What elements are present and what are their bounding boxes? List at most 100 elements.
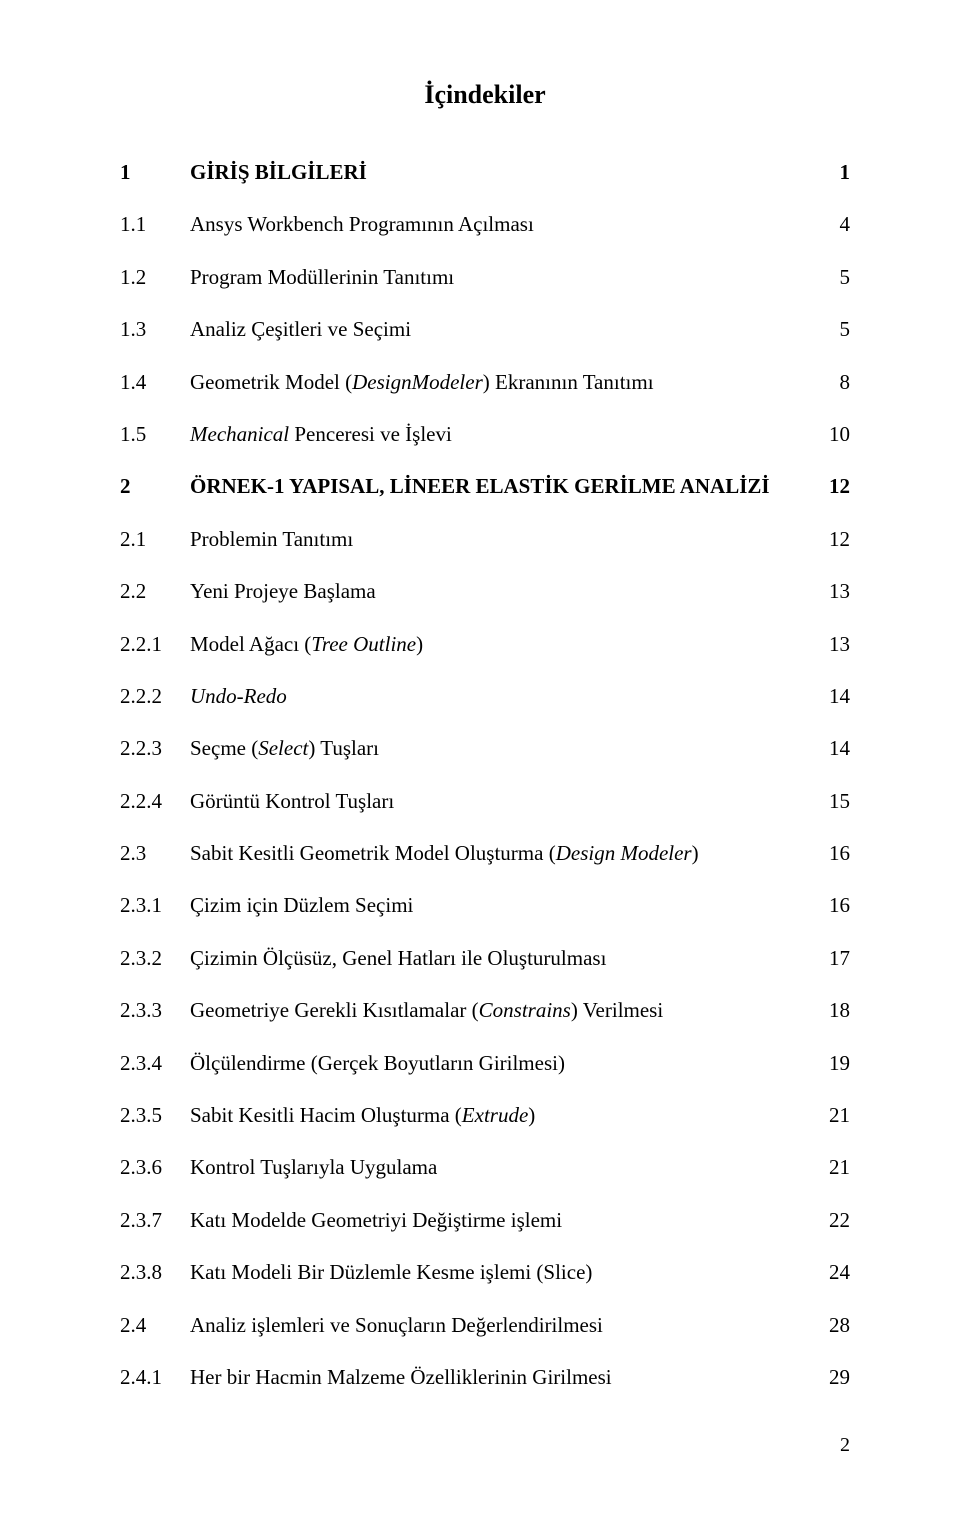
- toc-row: 2.3.1Çizim için Düzlem Seçimi16: [120, 891, 850, 920]
- toc-row: 2.4.1Her bir Hacmin Malzeme Özelliklerin…: [120, 1363, 850, 1392]
- toc-label: Çizim için Düzlem Seçimi: [190, 891, 810, 920]
- toc-page: 16: [810, 891, 850, 920]
- toc-number: 2.2: [120, 577, 190, 606]
- toc-page: 14: [810, 734, 850, 763]
- toc-label-text: Yeni Projeye Başlama: [190, 579, 376, 603]
- toc-label: Her bir Hacmin Malzeme Özelliklerinin Gi…: [190, 1363, 810, 1392]
- toc-label: Kontrol Tuşlarıyla Uygulama: [190, 1153, 810, 1182]
- toc-row: 2.2.3Seçme (Select) Tuşları14: [120, 734, 850, 763]
- toc-page: 24: [810, 1258, 850, 1287]
- toc-row: 2ÖRNEK-1 YAPISAL, LİNEER ELASTİK GERİLME…: [120, 472, 850, 501]
- toc-page: 14: [810, 682, 850, 711]
- toc-row: 1.2Program Modüllerinin Tanıtımı 5: [120, 263, 850, 292]
- toc-row: 2.3.5Sabit Kesitli Hacim Oluşturma (Extr…: [120, 1101, 850, 1130]
- toc-label: Model Ağacı (Tree Outline): [190, 630, 810, 659]
- toc-number: 2.3.7: [120, 1206, 190, 1235]
- toc-label: Yeni Projeye Başlama: [190, 577, 810, 606]
- toc-label-post: ) Tuşları: [308, 736, 379, 760]
- toc-page: 10: [810, 420, 850, 449]
- toc-label: Undo-Redo: [190, 682, 810, 711]
- toc-page: 16: [810, 839, 850, 868]
- toc-page: 1: [810, 158, 850, 187]
- toc-row: 2.3Sabit Kesitli Geometrik Model Oluştur…: [120, 839, 850, 868]
- toc-number: 2.1: [120, 525, 190, 554]
- toc-label-pre: Sabit Kesitli Geometrik Model Oluşturma …: [190, 841, 556, 865]
- toc-page: 12: [810, 525, 850, 554]
- toc-page: 18: [810, 996, 850, 1025]
- toc-label-italic: DesignModeler: [352, 370, 483, 394]
- toc-label-pre: Geometrik Model (: [190, 370, 352, 394]
- toc-page: 17: [810, 944, 850, 973]
- toc-label-italic: Mechanical: [190, 422, 289, 446]
- toc-label-text: Çizimin Ölçüsüz, Genel Hatları ile Oluşt…: [190, 946, 606, 970]
- toc-label-text: Program Modüllerinin Tanıtımı: [190, 265, 454, 289]
- toc-label: Program Modüllerinin Tanıtımı: [190, 263, 810, 292]
- toc-label: ÖRNEK-1 YAPISAL, LİNEER ELASTİK GERİLME …: [190, 472, 810, 501]
- toc-page: 15: [810, 787, 850, 816]
- toc-label-italic: Undo-Redo: [190, 684, 287, 708]
- toc-page: 5: [810, 263, 850, 292]
- toc-number: 2.4: [120, 1311, 190, 1340]
- toc-row: 2.3.8Katı Modeli Bir Düzlemle Kesme işle…: [120, 1258, 850, 1287]
- toc-number: 2.3.3: [120, 996, 190, 1025]
- toc-page: 13: [810, 577, 850, 606]
- toc-label: Geometrik Model (DesignModeler) Ekranını…: [190, 368, 810, 397]
- toc-number: 1: [120, 158, 190, 187]
- toc-label-pre: Sabit Kesitli Hacim Oluşturma (: [190, 1103, 462, 1127]
- toc-label-post: ) Ekranının Tanıtımı: [483, 370, 654, 394]
- toc-number: 2.4.1: [120, 1363, 190, 1392]
- toc-label: Problemin Tanıtımı: [190, 525, 810, 554]
- toc-number: 2.2.4: [120, 787, 190, 816]
- toc-number: 1.5: [120, 420, 190, 449]
- toc-number: 2.2.1: [120, 630, 190, 659]
- toc-page: 21: [810, 1101, 850, 1130]
- toc-label-text: Her bir Hacmin Malzeme Özelliklerinin Gi…: [190, 1365, 612, 1389]
- toc-page: 22: [810, 1206, 850, 1235]
- toc-page: 21: [810, 1153, 850, 1182]
- toc-label-italic: Extrude: [462, 1103, 528, 1127]
- toc-row: 2.3.6Kontrol Tuşlarıyla Uygulama21: [120, 1153, 850, 1182]
- toc-label: Katı Modelde Geometriyi Değiştirme işlem…: [190, 1206, 810, 1235]
- toc-label: Çizimin Ölçüsüz, Genel Hatları ile Oluşt…: [190, 944, 810, 973]
- toc-label-pre: Model Ağacı (: [190, 632, 311, 656]
- toc-label: Görüntü Kontrol Tuşları: [190, 787, 810, 816]
- toc-number: 2.3.6: [120, 1153, 190, 1182]
- toc-row: 2.3.4Ölçülendirme (Gerçek Boyutların Gir…: [120, 1049, 850, 1078]
- toc-page: 28: [810, 1311, 850, 1340]
- toc-page: 5: [810, 315, 850, 344]
- toc-row: 2.2.1Model Ağacı (Tree Outline)13: [120, 630, 850, 659]
- toc-page: 19: [810, 1049, 850, 1078]
- toc-label: Analiz işlemleri ve Sonuçların Değerlend…: [190, 1311, 810, 1340]
- toc-label-text: Ansys Workbench Programının Açılması: [190, 212, 534, 236]
- toc-row: 2.3.3Geometriye Gerekli Kısıtlamalar (Co…: [120, 996, 850, 1025]
- toc-label-italic: Tree Outline: [311, 632, 416, 656]
- toc-label: GİRİŞ BİLGİLERİ: [190, 158, 810, 187]
- toc-label-italic: Constrains: [479, 998, 571, 1022]
- toc-label: Seçme (Select) Tuşları: [190, 734, 810, 763]
- toc-title: İçindekiler: [120, 80, 850, 110]
- toc-page: 13: [810, 630, 850, 659]
- toc-label: Ölçülendirme (Gerçek Boyutların Girilmes…: [190, 1049, 810, 1078]
- toc-number: 1.4: [120, 368, 190, 397]
- toc-label-text: Çizim için Düzlem Seçimi: [190, 893, 413, 917]
- toc-page: 29: [810, 1363, 850, 1392]
- toc-label: Katı Modeli Bir Düzlemle Kesme işlemi (S…: [190, 1258, 810, 1287]
- toc-row: 1GİRİŞ BİLGİLERİ1: [120, 158, 850, 187]
- toc-number: 2.2.3: [120, 734, 190, 763]
- toc-label-text: Katı Modelde Geometriyi Değiştirme işlem…: [190, 1208, 562, 1232]
- toc-row: 2.2Yeni Projeye Başlama 13: [120, 577, 850, 606]
- toc-page: 12: [810, 472, 850, 501]
- toc-page: 8: [810, 368, 850, 397]
- toc-label-post: ): [528, 1103, 535, 1127]
- toc-number: 1.3: [120, 315, 190, 344]
- toc-label-text: GİRİŞ BİLGİLERİ: [190, 160, 367, 184]
- toc-label-text: Problemin Tanıtımı: [190, 527, 353, 551]
- toc-number: 1.2: [120, 263, 190, 292]
- toc-label-pre: Geometriye Gerekli Kısıtlamalar (: [190, 998, 479, 1022]
- toc-label-pre: Seçme (: [190, 736, 258, 760]
- toc-label-text: Görüntü Kontrol Tuşları: [190, 789, 394, 813]
- toc-label-text: Analiz Çeşitleri ve Seçimi: [190, 317, 411, 341]
- toc-row: 2.2.4Görüntü Kontrol Tuşları 15: [120, 787, 850, 816]
- toc-number: 2.3.4: [120, 1049, 190, 1078]
- toc-row: 1.1Ansys Workbench Programının Açılması4: [120, 210, 850, 239]
